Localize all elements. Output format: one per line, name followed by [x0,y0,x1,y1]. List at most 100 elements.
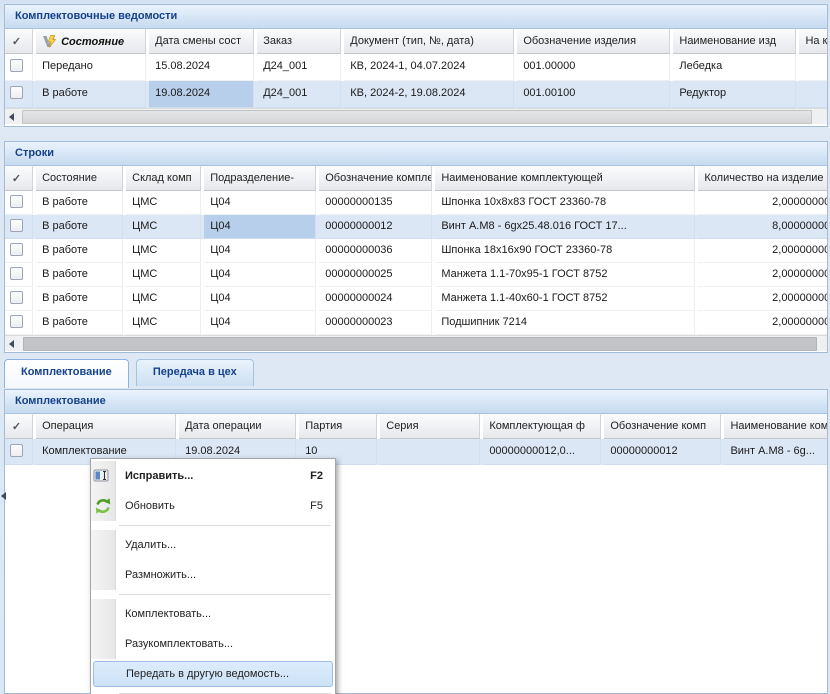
stroki-row-1[interactable]: В работе ЦМС Ц04 00000000135 Шпонка 10x8… [5,191,827,215]
select-all-header[interactable]: ✓ [5,29,33,54]
col-header-state[interactable]: Состояние [36,166,124,191]
cell-state[interactable]: В работе [36,287,124,311]
cell-department[interactable]: Ц04 [204,287,317,311]
col-header-component-fact[interactable]: Комплектующая ф [483,414,602,439]
cell-department[interactable]: Ц04 [204,191,317,215]
stroki-row-2-selected[interactable]: В работе ЦМС Ц04 00000000012 Винт А.М8 -… [5,215,827,239]
col-header-order[interactable]: Заказ [257,29,342,54]
menu-item-razukomplektovat[interactable]: Разукомплектовать... [91,629,335,659]
select-all-header[interactable]: ✓ [5,414,33,439]
col-header-component-name[interactable]: Наименование ком [724,414,827,439]
cell-state-date-focused[interactable]: 19.08.2024 [149,81,255,108]
cell-qty[interactable]: 2,000000000 [698,191,827,215]
stroki-hscrollbar[interactable] [5,335,827,351]
cell-department-focused[interactable]: Ц04 [204,215,317,239]
col-header-product-code[interactable]: Обозначение изделия [517,29,671,54]
scrollbar-thumb[interactable] [23,337,817,351]
cell-document[interactable]: КВ, 2024-1, 04.07.2024 [344,54,515,81]
cell-state[interactable]: В работе [36,263,124,287]
vedomosti-hscrollbar[interactable] [5,108,827,124]
cell-warehouse[interactable]: ЦМС [126,263,202,287]
cell-component-name[interactable]: Шпонка 18x16x90 ГОСТ 23360-78 [435,239,696,263]
cell-component-fact[interactable]: 00000000012,0... [483,439,602,465]
col-header-product-name[interactable]: Наименование изд [673,29,797,54]
cell-component-code[interactable]: 00000000025 [319,263,433,287]
vedomosti-row-2-selected[interactable]: В работе 19.08.2024 Д24_001 КВ, 2024-2, … [5,81,827,108]
tab-peredacha-v-ceh[interactable]: Передача в цех [135,359,254,386]
cell-state[interactable]: В работе [36,191,124,215]
komplektovanie-row-1-selected[interactable]: Комплектование 19.08.2024 10 00000000012… [5,439,827,465]
cell-component-code[interactable]: 00000000012 [319,215,433,239]
cell-qty[interactable]: 2,000000000 [698,287,827,311]
cell-state[interactable]: Передано [36,54,147,81]
row-checkbox[interactable] [10,444,23,457]
cell-per-qty[interactable]: 1 [799,54,827,81]
cell-warehouse[interactable]: ЦМС [126,191,202,215]
cell-state[interactable]: В работе [36,311,124,335]
scroll-left-arrow-icon[interactable] [1,492,6,500]
cell-qty[interactable]: 2,000000000 [698,311,827,335]
col-header-document[interactable]: Документ (тип, №, дата) [344,29,515,54]
scrollbar-thumb[interactable] [22,110,812,124]
cell-product-code[interactable]: 001.00000 [517,54,671,81]
cell-component-code[interactable]: 00000000012 [604,439,722,465]
cell-component-name[interactable]: Винт А.М8 - 6gx25.48.016 ГОСТ 17... [435,215,696,239]
cell-component-code[interactable]: 00000000024 [319,287,433,311]
cell-product-name[interactable]: Лебедка [673,54,797,81]
col-header-warehouse[interactable]: Склад комп [126,166,202,191]
scroll-left-arrow-icon[interactable] [5,336,21,352]
col-header-component-name[interactable]: Наименование комплектующей [435,166,696,191]
cell-order[interactable]: Д24_001 [257,54,342,81]
cell-department[interactable]: Ц04 [204,311,317,335]
scroll-left-arrow-icon[interactable] [5,109,21,125]
cell-warehouse[interactable]: ЦМС [126,215,202,239]
cell-per-qty[interactable]: 1 [799,81,827,108]
cell-qty[interactable]: 2,000000000 [698,263,827,287]
col-header-series[interactable]: Серия [380,414,481,439]
cell-state[interactable]: В работе [36,215,124,239]
cell-batch[interactable]: 10 [299,439,378,465]
row-checkbox[interactable] [10,86,23,99]
stroki-row-6[interactable]: В работе ЦМС Ц04 00000000023 Подшипник 7… [5,311,827,335]
cell-component-name[interactable]: Шпонка 10x8x83 ГОСТ 23360-78 [435,191,696,215]
cell-component-code[interactable]: 00000000036 [319,239,433,263]
row-checkbox[interactable] [10,59,23,72]
cell-warehouse[interactable]: ЦМС [126,287,202,311]
row-checkbox[interactable] [10,195,23,208]
cell-document[interactable]: КВ, 2024-2, 19.08.2024 [344,81,515,108]
tab-komplektovanie[interactable]: Комплектование [4,359,129,388]
cell-series[interactable] [380,439,481,465]
row-checkbox[interactable] [10,315,23,328]
col-header-component-code[interactable]: Обозначение компле [319,166,433,191]
col-header-per-qty[interactable]: На колич [799,29,827,54]
cell-product-code[interactable]: 001.00100 [517,81,671,108]
menu-item-refresh[interactable]: Обновить F5 [91,491,335,521]
vedomosti-row-1[interactable]: Передано 15.08.2024 Д24_001 КВ, 2024-1, … [5,54,827,81]
stroki-row-4[interactable]: В работе ЦМС Ц04 00000000025 Манжета 1.1… [5,263,827,287]
cell-component-code[interactable]: 00000000023 [319,311,433,335]
col-header-state[interactable]: Состояние [36,29,147,54]
menu-item-komplektovat[interactable]: Комплектовать... [91,599,335,629]
stroki-row-3[interactable]: В работе ЦМС Ц04 00000000036 Шпонка 18x1… [5,239,827,263]
cell-order[interactable]: Д24_001 [257,81,342,108]
cell-state-date[interactable]: 15.08.2024 [149,54,255,81]
cell-department[interactable]: Ц04 [204,239,317,263]
menu-item-transfer-highlighted[interactable]: Передать в другую ведомость... [93,661,333,687]
cell-state[interactable]: В работе [36,239,124,263]
row-checkbox[interactable] [10,219,23,232]
select-all-header[interactable]: ✓ [5,166,33,191]
cell-department[interactable]: Ц04 [204,263,317,287]
menu-item-duplicate[interactable]: Размножить... [91,560,335,590]
col-header-state-date[interactable]: Дата смены сост [149,29,255,54]
cell-warehouse[interactable]: ЦМС [126,239,202,263]
cell-component-name[interactable]: Манжета 1.1-70x95-1 ГОСТ 8752 [435,263,696,287]
cell-component-name[interactable]: Винт А.М8 - 6g... [724,439,827,465]
row-checkbox[interactable] [10,243,23,256]
col-header-operation-date[interactable]: Дата операции [179,414,297,439]
col-header-department[interactable]: Подразделение- [204,166,317,191]
cell-qty[interactable]: 8,000000000 [698,215,827,239]
row-checkbox[interactable] [10,291,23,304]
cell-warehouse[interactable]: ЦМС [126,311,202,335]
stroki-row-5[interactable]: В работе ЦМС Ц04 00000000024 Манжета 1.1… [5,287,827,311]
menu-item-edit[interactable]: Исправить... F2 [91,461,335,491]
